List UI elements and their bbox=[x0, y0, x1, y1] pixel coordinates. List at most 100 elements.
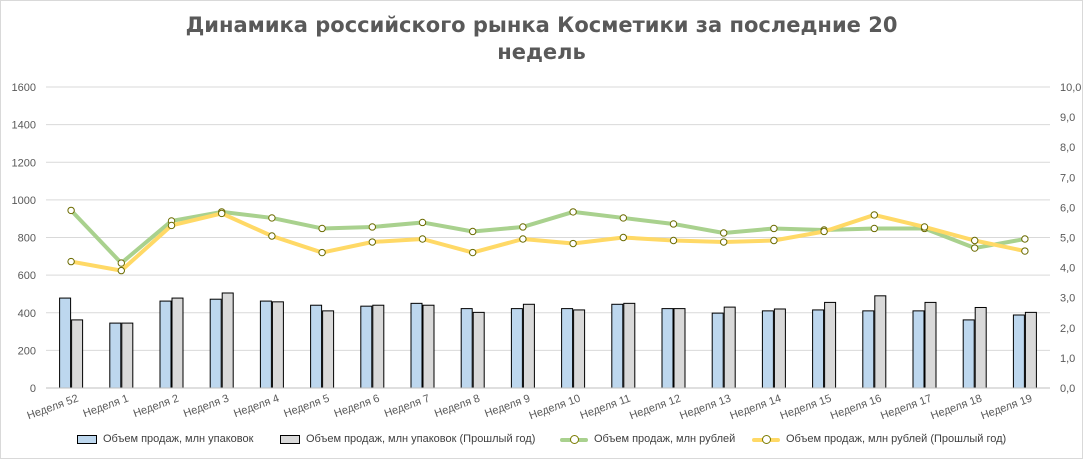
y-left-tick-label: 1200 bbox=[12, 157, 36, 169]
y-right-tick-label: 4,0 bbox=[1060, 263, 1075, 275]
x-tick-label: Неделя 19 bbox=[979, 393, 1034, 423]
x-tick-label: Неделя 14 bbox=[728, 393, 783, 423]
bar bbox=[623, 302, 636, 389]
x-tick-label: Неделя 15 bbox=[779, 393, 834, 423]
line-point bbox=[669, 236, 678, 245]
line-point bbox=[418, 235, 427, 243]
bar bbox=[159, 300, 172, 389]
x-tick-label: Неделя 16 bbox=[829, 393, 884, 423]
bar bbox=[259, 300, 272, 389]
bar bbox=[322, 310, 335, 389]
legend-swatch-rubles bbox=[560, 434, 588, 444]
line-point bbox=[318, 248, 326, 257]
x-tick-label: Неделя 13 bbox=[678, 393, 733, 423]
legend-item-packages: Объем продаж, млн упаковок bbox=[77, 431, 253, 447]
legend: Объем продаж, млн упаковок Объем продаж,… bbox=[0, 431, 1083, 447]
y-left-tick-label: 1000 bbox=[12, 195, 36, 207]
bar bbox=[372, 304, 385, 389]
bar bbox=[522, 303, 535, 389]
legend-swatch-rubles-prev bbox=[752, 434, 780, 444]
line-point bbox=[1021, 247, 1029, 255]
line-point bbox=[870, 211, 878, 219]
bar bbox=[71, 319, 84, 389]
bar bbox=[59, 297, 72, 389]
line-point bbox=[268, 232, 276, 240]
legend-item-rubles-prev: Объем продаж, млн рублей (Прошлый год) bbox=[752, 431, 1006, 447]
line-point bbox=[268, 214, 276, 222]
x-tick-label: Неделя 3 bbox=[182, 393, 231, 421]
x-tick-label: Неделя 4 bbox=[232, 393, 281, 421]
bar bbox=[611, 303, 624, 389]
bar bbox=[121, 322, 134, 389]
bar bbox=[661, 308, 674, 389]
legend-swatch-packages-prev bbox=[280, 434, 300, 444]
line-point bbox=[870, 224, 878, 233]
bar bbox=[912, 310, 925, 389]
bar bbox=[561, 308, 574, 389]
y-left-tick-label: 1600 bbox=[12, 82, 36, 94]
x-tick-label: Неделя 17 bbox=[879, 393, 934, 423]
line-point bbox=[569, 208, 577, 216]
bar bbox=[812, 309, 825, 389]
chart-title-line-2: недель bbox=[497, 40, 586, 64]
y-right-tick-label: 0,0 bbox=[1060, 383, 1075, 395]
x-tick-label: Неделя 6 bbox=[333, 393, 382, 421]
bar bbox=[410, 302, 423, 389]
bar bbox=[510, 308, 523, 389]
bar bbox=[773, 308, 786, 389]
y-right-tick-label: 8,0 bbox=[1060, 142, 1075, 154]
bar bbox=[422, 304, 435, 389]
y-left-tick-label: 800 bbox=[18, 233, 36, 245]
series-line bbox=[69, 211, 1027, 273]
bar bbox=[862, 310, 875, 389]
y-right-tick-label: 7,0 bbox=[1060, 172, 1075, 184]
y-left-tick-label: 1400 bbox=[12, 120, 36, 132]
bar bbox=[271, 301, 284, 389]
x-tick-label: Неделя 9 bbox=[483, 393, 532, 421]
line-point bbox=[368, 238, 376, 246]
y-right-tick-label: 6,0 bbox=[1060, 202, 1075, 214]
bar bbox=[761, 310, 774, 389]
x-tick-label: Неделя 18 bbox=[929, 393, 984, 423]
x-tick-label: Неделя 10 bbox=[528, 393, 583, 423]
y-left-tick-label: 600 bbox=[18, 270, 36, 282]
bar bbox=[171, 297, 184, 389]
x-tick-label: Неделя 11 bbox=[579, 393, 633, 422]
bar bbox=[962, 319, 975, 389]
bar bbox=[109, 322, 122, 389]
line-point bbox=[619, 233, 627, 242]
y-right-tick-label: 2,0 bbox=[1060, 323, 1075, 335]
legend-item-packages-prev: Объем продаж, млн упаковок (Прошлый год) bbox=[280, 431, 535, 447]
line-point bbox=[469, 227, 477, 236]
x-tick-label: Неделя 5 bbox=[282, 393, 331, 421]
line-point bbox=[519, 223, 527, 231]
bar bbox=[824, 301, 837, 389]
line-point bbox=[117, 259, 126, 267]
x-tick-label: Неделя 2 bbox=[132, 393, 181, 421]
legend-label-packages-prev: Объем продаж, млн упаковок (Прошлый год) bbox=[306, 433, 536, 445]
line-point bbox=[469, 248, 477, 257]
line-point bbox=[418, 218, 427, 227]
legend-swatch-packages bbox=[77, 434, 97, 444]
chart-title-line-1: Динамика российского рынка Косметики за … bbox=[185, 13, 898, 37]
x-tick-label: Неделя 1 bbox=[82, 393, 131, 421]
line-point bbox=[971, 244, 979, 252]
chart-title: Динамика российского рынка Косметики за … bbox=[0, 12, 1083, 66]
legend-label-rubles-prev: Объем продаж, млн рублей (Прошлый год) bbox=[786, 433, 1007, 445]
bar bbox=[974, 306, 987, 389]
bar bbox=[221, 292, 234, 389]
y-right-tick-label: 5,0 bbox=[1060, 233, 1075, 245]
bar bbox=[723, 306, 736, 389]
bar bbox=[874, 295, 887, 389]
line-point bbox=[1021, 235, 1029, 243]
legend-label-rubles: Объем продаж, млн рублей bbox=[594, 433, 736, 445]
line-point bbox=[218, 209, 226, 218]
bar bbox=[310, 304, 323, 389]
line-point bbox=[619, 214, 627, 222]
y-left-tick-label: 400 bbox=[18, 308, 36, 320]
line-point bbox=[117, 266, 126, 275]
line-point bbox=[368, 223, 376, 231]
line-point bbox=[720, 229, 728, 237]
legend-label-packages: Объем продаж, млн упаковок bbox=[103, 433, 254, 445]
